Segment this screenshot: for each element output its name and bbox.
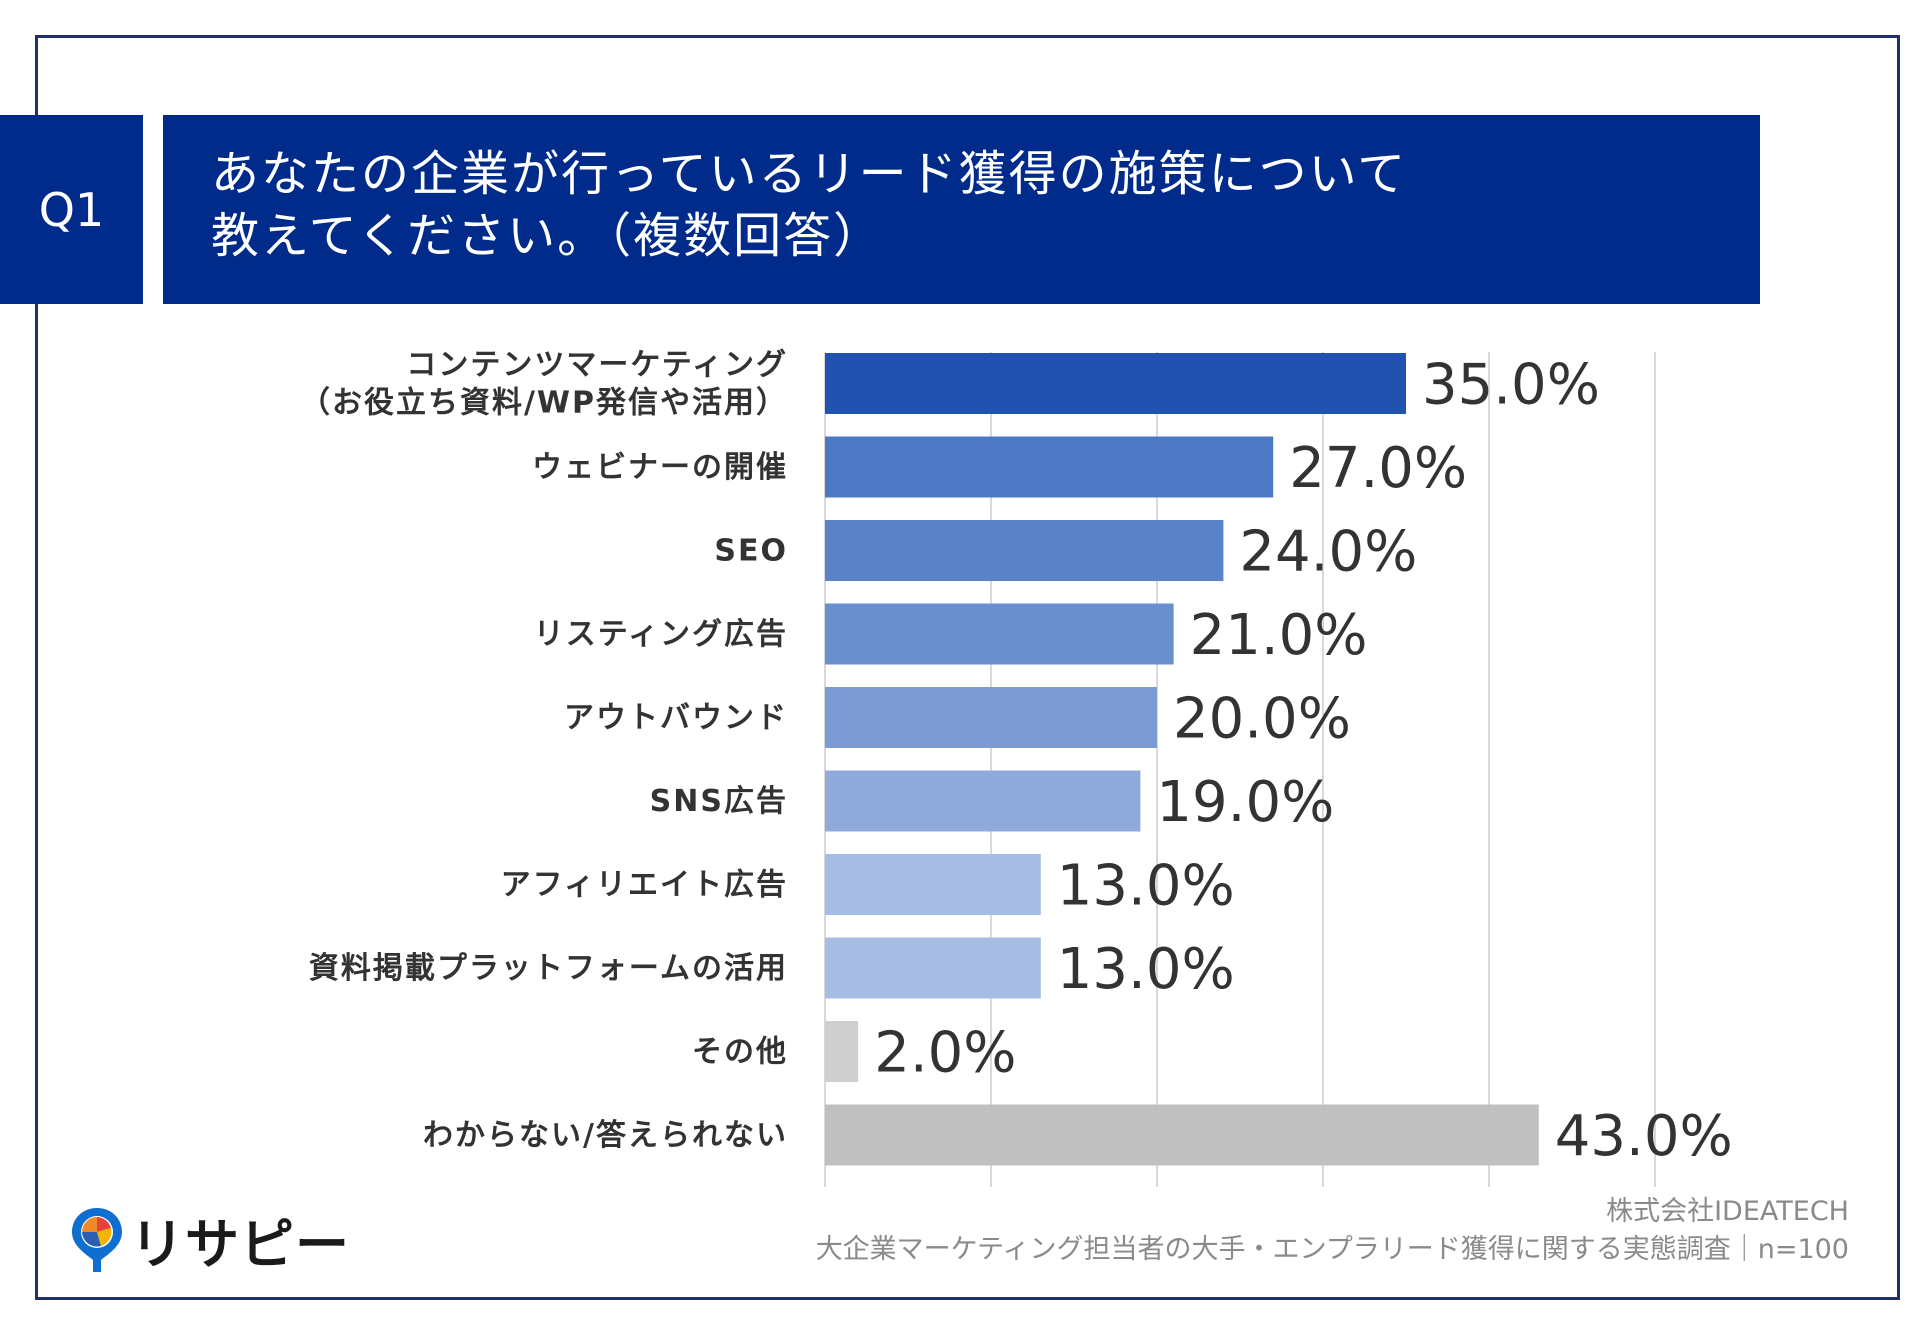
slide-frame bbox=[35, 35, 1900, 1300]
source-company: 株式会社IDEATECH bbox=[1606, 1196, 1849, 1227]
brand-name: リサピー bbox=[130, 1213, 350, 1276]
question-title-box: あなたの企業が行っているリード獲得の施策について 教えてください。（複数回答） bbox=[163, 115, 1760, 304]
question-title-line-1: あなたの企業が行っているリード獲得の施策について bbox=[211, 146, 1408, 202]
question-title-line-2: 教えてください。（複数回答） bbox=[211, 208, 884, 264]
source-survey: 大企業マーケティング担当者の大手・エンプラリード獲得に関する実態調査｜n=100 bbox=[815, 1234, 1849, 1265]
question-number: Q1 bbox=[38, 182, 105, 237]
brand-logo: リサピー bbox=[68, 1200, 350, 1279]
source-note: 株式会社IDEATECH 大企業マーケティング担当者の大手・エンプラリード獲得に… bbox=[816, 1193, 1849, 1269]
pin-logo-icon bbox=[72, 1207, 122, 1272]
question-number-box: Q1 bbox=[0, 115, 143, 304]
